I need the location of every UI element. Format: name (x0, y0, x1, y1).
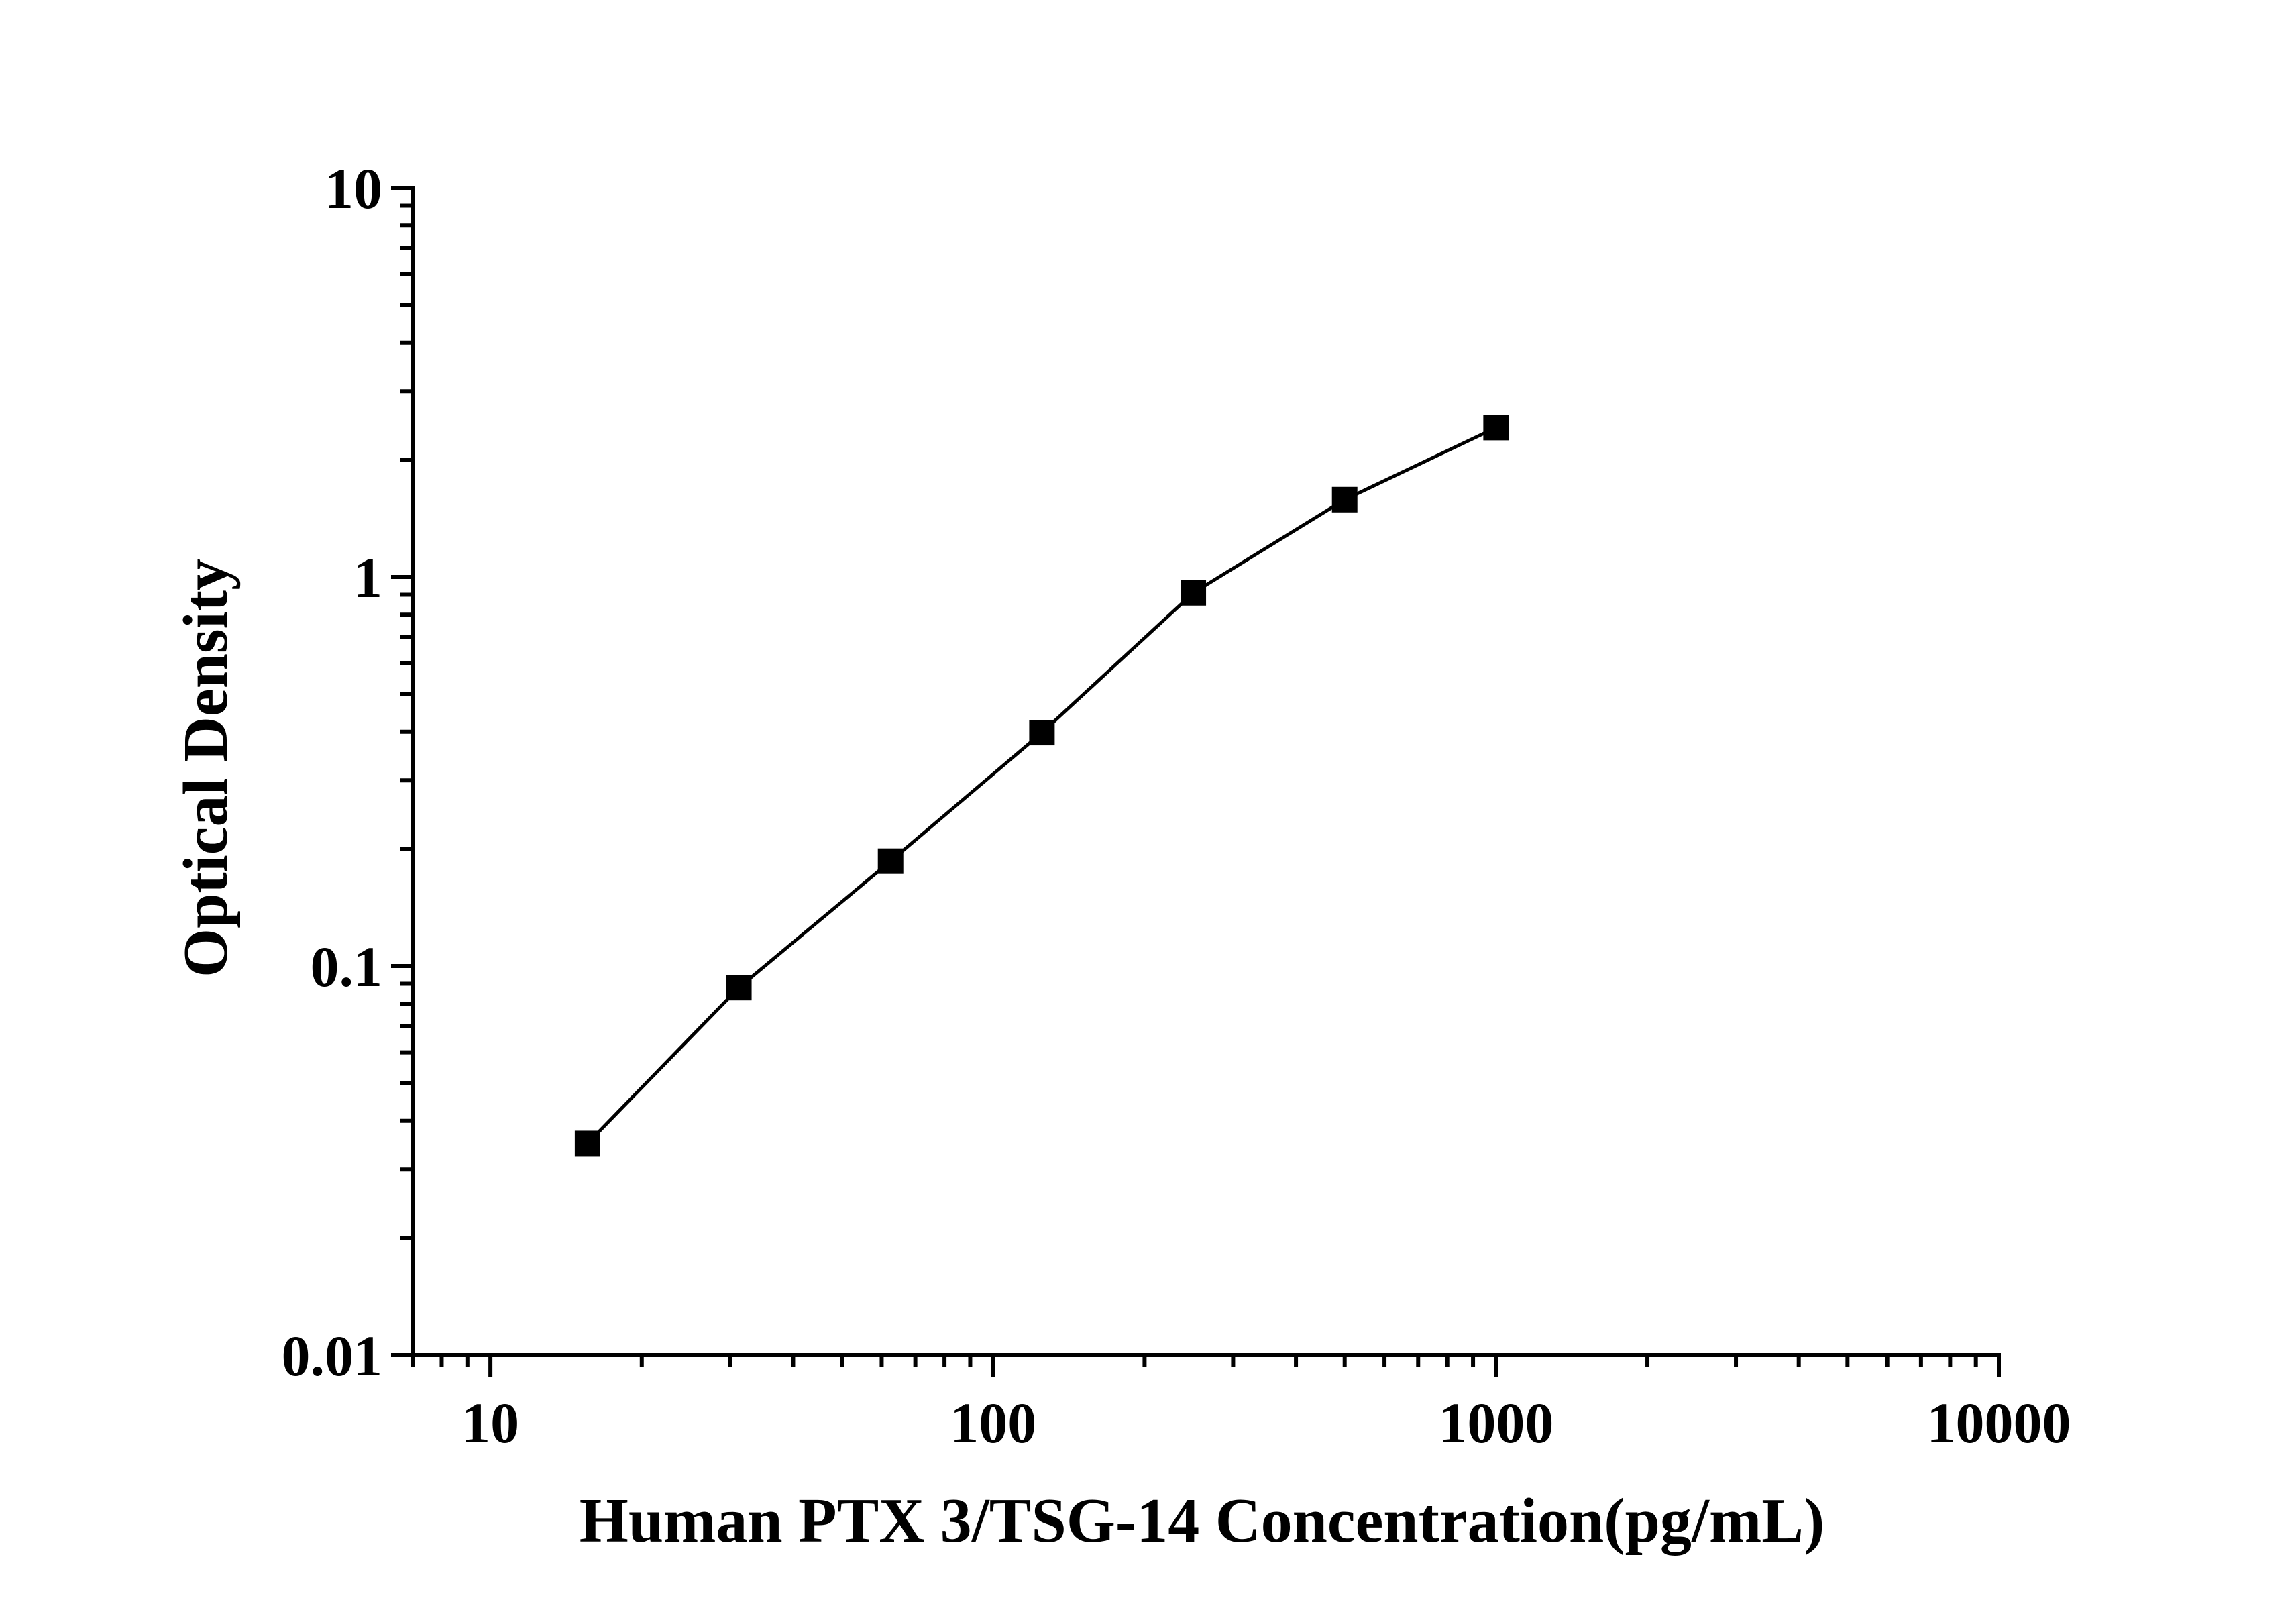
y-tick-label: 0.1 (311, 934, 383, 999)
data-point-marker (726, 975, 752, 1001)
data-point-marker (1181, 580, 1207, 606)
data-point-marker (574, 1130, 600, 1157)
y-axis-title: Optical Density (171, 559, 241, 977)
x-tick-label: 10 (461, 1391, 519, 1455)
x-tick-label: 1000 (1438, 1391, 1553, 1455)
series-line (586, 426, 1497, 1145)
data-point-marker (877, 848, 904, 874)
x-axis-title: Human PTX 3/TSG-14 Concentration(pg/mL) (580, 1486, 1825, 1556)
y-tick-label: 0.01 (282, 1324, 383, 1388)
y-tick-label: 10 (325, 156, 382, 221)
data-point-marker (1483, 415, 1509, 441)
tick-labels: 10 100 1000 10000 0.01 0.1 1 10 (282, 156, 2071, 1455)
data-point-marker (1029, 720, 1055, 746)
x-tick-label: 10000 (1927, 1391, 2071, 1455)
axes (411, 186, 2001, 1357)
series (574, 415, 1509, 1157)
ticks (391, 186, 2001, 1377)
y-tick-label: 1 (353, 545, 382, 610)
data-point-marker (1331, 486, 1358, 513)
x-tick-label: 100 (950, 1391, 1036, 1455)
